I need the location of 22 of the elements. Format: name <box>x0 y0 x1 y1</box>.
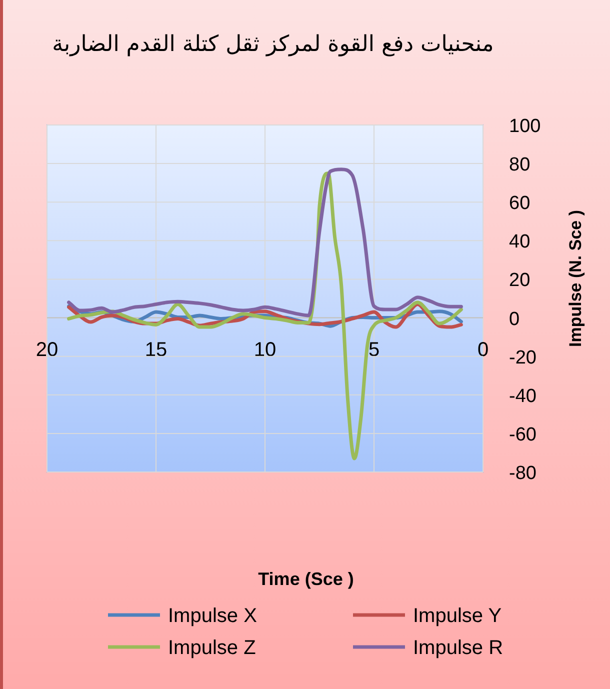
y-tick-label: -40 <box>509 386 536 407</box>
y-tick-label: 100 <box>509 116 541 137</box>
x-tick-label: 15 <box>144 338 168 361</box>
chart-title: منحنيات دفع القوة لمركز ثقل كتلة القدم الضاربة <box>51 31 495 59</box>
legend-label: Impulse X <box>168 605 257 627</box>
y-tick-label: 0 <box>509 308 520 330</box>
x-axis-title: Time (Sce ) <box>258 569 354 589</box>
x-tick-label: 10 <box>254 338 276 361</box>
legend-label: Impulse R <box>413 637 504 659</box>
legend-label: Impulse Z <box>168 637 256 659</box>
y-tick-label: 20 <box>509 270 530 292</box>
x-tick-label: 5 <box>368 338 380 361</box>
y-tick-label: 60 <box>509 193 530 214</box>
y-tick-label: -80 <box>509 463 536 484</box>
y-tick-label: -20 <box>509 347 536 368</box>
legend-label: Impulse Y <box>413 605 502 627</box>
y-tick-label: 80 <box>509 154 530 176</box>
x-tick-label: 20 <box>36 338 58 361</box>
y-axis-title: Impulse (N. Sce ) <box>566 210 585 347</box>
x-tick-label: 0 <box>477 338 489 361</box>
y-tick-label: 40 <box>509 232 530 253</box>
y-tick-label: -60 <box>509 424 536 446</box>
